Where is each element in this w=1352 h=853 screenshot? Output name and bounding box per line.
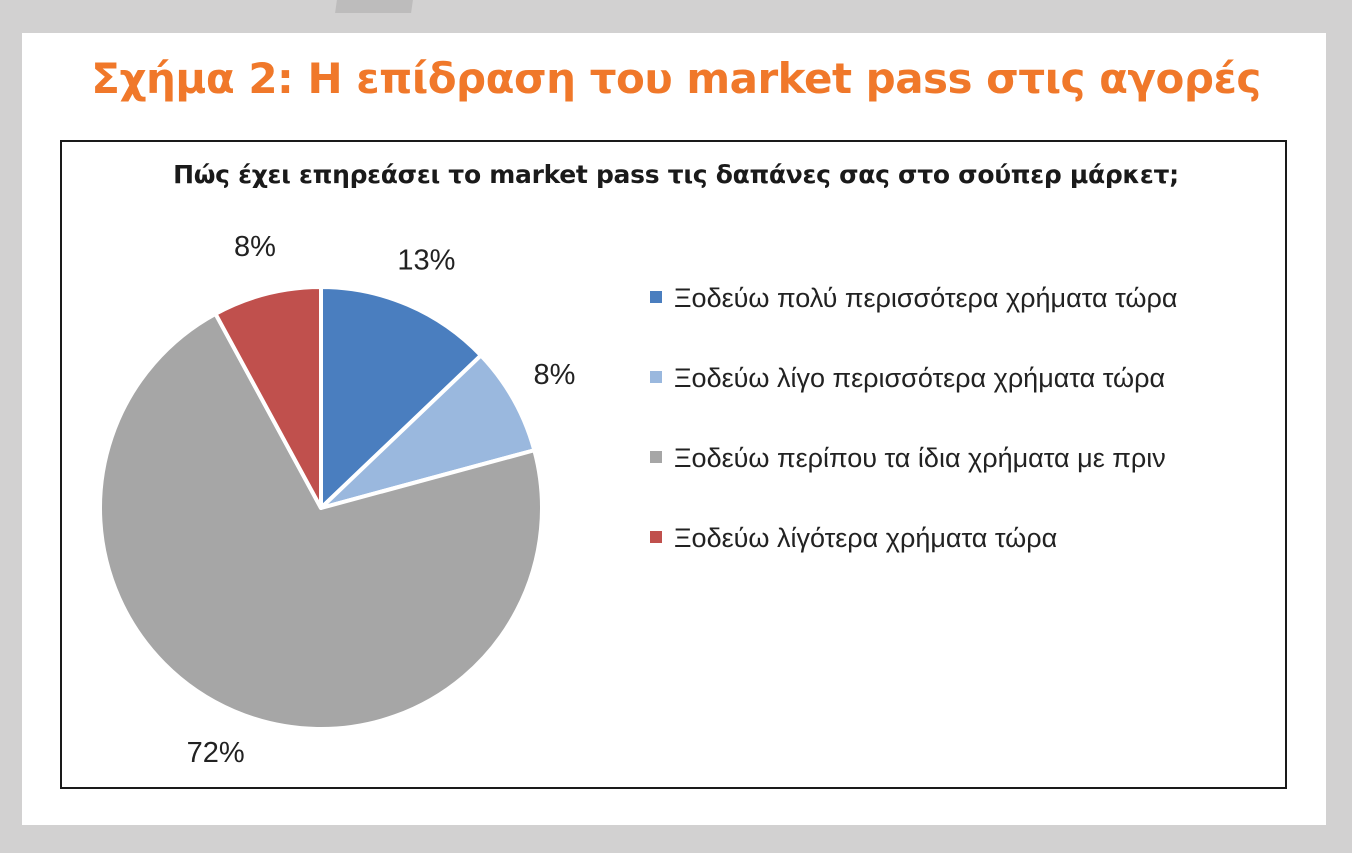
legend-label-same: Ξοδεύω περίπου τα ίδια χρήματα με πριν	[674, 443, 1166, 473]
chart-title: Πώς έχει επηρεάσει το market pass τις δα…	[173, 160, 1179, 189]
legend-item-less: Ξοδεύω λίγότερα χρήματα τώρα	[650, 516, 1260, 560]
legend-item-much-more: Ξοδεύω πολύ περισσότερα χρήματα τώρα	[650, 276, 1260, 320]
pie-slice-same	[98, 311, 544, 731]
legend-item-same: Ξοδεύω περίπου τα ίδια χρήματα με πριν	[650, 436, 1260, 480]
legend-swatch-less	[650, 531, 662, 543]
data-label-much-more: 13%	[397, 244, 455, 276]
legend-swatch-little-more	[650, 371, 662, 383]
legend-label-little-more: Ξοδεύω λίγο περισσότερα χρήματα τώρα	[674, 363, 1166, 393]
figure-title: Σχήμα 2: Η επίδραση του market pass στις…	[91, 54, 1261, 103]
legend-label-much-more: Ξοδεύω πολύ περισσότερα χρήματα τώρα	[674, 283, 1178, 313]
data-label-little-more: 8%	[534, 359, 576, 391]
legend-swatch-same	[650, 451, 662, 463]
legend-label-less: Ξοδεύω λίγότερα χρήματα τώρα	[674, 523, 1058, 553]
data-label-same: 72%	[187, 737, 245, 769]
legend-item-little-more: Ξοδεύω λίγο περισσότερα χρήματα τώρα	[650, 356, 1260, 400]
pie-slice-less	[213, 285, 323, 510]
pie-slice-little-more	[319, 353, 537, 510]
pie-slice-much-more	[319, 285, 483, 510]
data-label-less: 8%	[234, 231, 276, 263]
chart-legend: Ξοδεύω πολύ περισσότερα χρήματα τώρα Ξοδ…	[650, 276, 1260, 560]
legend-swatch-much-more	[650, 291, 662, 303]
